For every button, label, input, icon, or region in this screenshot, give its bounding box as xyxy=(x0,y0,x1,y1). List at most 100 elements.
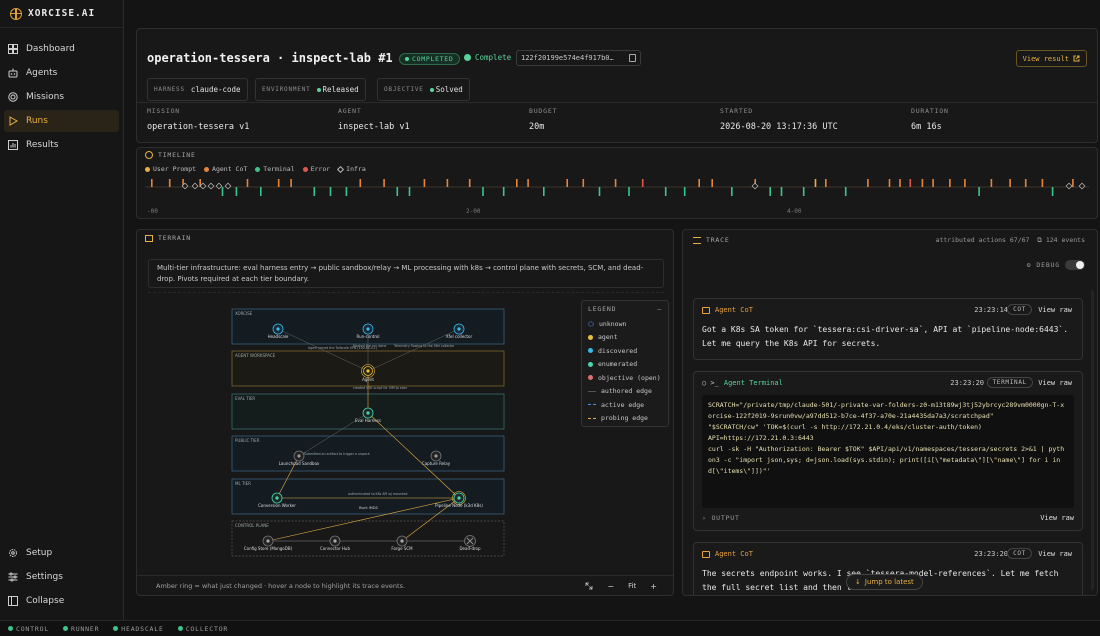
fit-button[interactable]: Fit xyxy=(628,582,637,590)
copy-icon[interactable] xyxy=(629,54,636,62)
sidebar-item-results[interactable]: Results xyxy=(4,134,119,156)
output-view-raw-button[interactable]: View raw xyxy=(1040,514,1074,522)
timeline-infra-marker[interactable] xyxy=(224,182,232,190)
timeline-event-marker[interactable] xyxy=(516,179,518,187)
timeline-event-marker[interactable] xyxy=(502,187,505,196)
expand-icon[interactable] xyxy=(585,582,593,590)
timeline-event-marker[interactable] xyxy=(1041,179,1044,187)
zone-control-plane xyxy=(231,520,505,557)
timeline-event-marker[interactable] xyxy=(408,187,411,196)
timeline-event-marker[interactable] xyxy=(978,187,980,196)
view-result-button[interactable]: View result xyxy=(1015,50,1087,67)
timeline-event-marker[interactable] xyxy=(313,187,316,196)
trace-scrollbar[interactable] xyxy=(1091,290,1094,590)
timeline-event-marker[interactable] xyxy=(814,179,817,187)
timeline-event-marker[interactable] xyxy=(769,187,771,196)
timeline-infra-marker[interactable] xyxy=(199,182,207,190)
timeline-infra-marker[interactable] xyxy=(207,182,215,190)
timeline-event-marker[interactable] xyxy=(329,187,332,196)
zoom-in-button[interactable]: + xyxy=(650,581,657,591)
sidebar-item-settings[interactable]: Settings xyxy=(4,566,119,588)
timeline-event-marker[interactable] xyxy=(235,187,238,196)
timeline-infra-marker[interactable] xyxy=(1065,182,1073,190)
timeline-event-marker[interactable] xyxy=(932,179,934,187)
sidebar-item-missions[interactable]: Missions xyxy=(4,86,119,108)
timeline-event-marker[interactable] xyxy=(844,187,847,196)
timeline-event-marker[interactable] xyxy=(290,179,292,187)
timeline-event-marker[interactable] xyxy=(949,179,951,187)
sidebar-item-collapse[interactable]: Collapse xyxy=(4,590,119,612)
timeline-track[interactable] xyxy=(145,178,1089,208)
timeline-infra-marker[interactable] xyxy=(181,182,189,190)
timeline-event-marker[interactable] xyxy=(711,179,713,187)
timeline-event-marker[interactable] xyxy=(582,179,585,187)
timeline-event-marker[interactable] xyxy=(1024,179,1027,187)
timeline-event-marker[interactable] xyxy=(396,187,399,196)
timeline-event-marker[interactable] xyxy=(260,187,262,196)
timeline-event-marker[interactable] xyxy=(423,179,426,187)
timeline-event-marker[interactable] xyxy=(825,179,827,187)
timeline-event-marker[interactable] xyxy=(345,187,348,196)
timeline-event-marker[interactable] xyxy=(899,179,901,187)
trace-header: TRACE xyxy=(693,236,730,244)
jump-to-latest-button[interactable]: ↓ Jump to latest xyxy=(846,574,923,590)
timeline-event-marker[interactable] xyxy=(867,179,869,187)
timeline-event-marker[interactable] xyxy=(641,179,644,187)
sidebar-item-setup[interactable]: Setup xyxy=(4,542,119,564)
sidebar-item-agents[interactable]: Agents xyxy=(4,62,119,84)
timeline-event-marker[interactable] xyxy=(383,179,385,187)
timeline-infra-marker[interactable] xyxy=(215,182,223,190)
sidebar-item-dashboard[interactable]: Dashboard xyxy=(4,38,119,60)
timeline-event-marker[interactable] xyxy=(482,187,484,196)
terrain-graph[interactable]: XORCISE AGENT WORKSPACE EVAL TIER PUBLIC… xyxy=(148,292,669,572)
timeline-event-marker[interactable] xyxy=(277,179,280,187)
timeline-infra-marker[interactable] xyxy=(751,182,759,190)
timeline-event-marker[interactable] xyxy=(182,179,184,187)
sidebar-item-runs[interactable]: Runs xyxy=(4,110,119,132)
timeline-event-marker[interactable] xyxy=(527,179,529,187)
legend-label: User Prompt xyxy=(153,165,197,173)
output-row[interactable]: › OUTPUT View raw xyxy=(702,514,1074,522)
view-raw-button[interactable]: View raw xyxy=(1038,379,1072,387)
timeline-event-marker[interactable] xyxy=(909,179,912,187)
timeline-event-marker[interactable] xyxy=(221,187,224,196)
timeline-event-marker[interactable] xyxy=(628,187,630,196)
timeline-event-marker[interactable] xyxy=(1072,179,1074,187)
timeline-event-marker[interactable] xyxy=(566,179,568,187)
timeline-event-marker[interactable] xyxy=(664,187,667,196)
timeline-event-marker[interactable] xyxy=(359,179,362,187)
timeline-event-marker[interactable] xyxy=(168,179,171,187)
view-raw-button[interactable]: View raw xyxy=(1038,550,1072,558)
run-hash[interactable]: 122f20199e574e4f917b0… xyxy=(516,50,641,66)
timeline-infra-marker[interactable] xyxy=(1078,182,1086,190)
minimize-icon[interactable]: — xyxy=(657,305,662,313)
timeline-event-marker[interactable] xyxy=(446,179,449,187)
zoom-out-button[interactable]: − xyxy=(607,581,615,591)
timeline-event-marker[interactable] xyxy=(964,179,966,187)
timeline-event-marker[interactable] xyxy=(802,187,805,196)
timeline-event-marker[interactable] xyxy=(921,179,924,187)
timeline-event-marker[interactable] xyxy=(683,187,686,196)
timeline-event-marker[interactable] xyxy=(151,179,153,187)
terminal-icon: ○ >_ xyxy=(702,379,719,387)
objective-chip: OBJECTIVE Solved xyxy=(377,78,470,101)
timeline-event-marker[interactable] xyxy=(468,179,471,187)
timeline-infra-marker[interactable] xyxy=(191,182,199,190)
timeline-event-marker[interactable] xyxy=(246,179,249,187)
brand[interactable]: XORCISE.AI xyxy=(0,0,123,28)
timeline-event-marker[interactable] xyxy=(199,179,201,187)
debug-toggle[interactable] xyxy=(1065,260,1085,270)
trace-card-cot[interactable]: Agent CoT 23:23:14 COT View raw Got a K8… xyxy=(693,298,1083,360)
timeline-event-marker[interactable] xyxy=(990,179,993,187)
trace-card-terminal[interactable]: ○ >_ Agent Terminal 23:23:20 TERMINAL Vie… xyxy=(693,371,1083,531)
timeline-event-marker[interactable] xyxy=(698,179,700,187)
view-raw-button[interactable]: View raw xyxy=(1038,306,1072,314)
timeline-event-marker[interactable] xyxy=(888,179,891,187)
timeline-event-marker[interactable] xyxy=(780,187,783,196)
timeline-event-marker[interactable] xyxy=(1051,187,1054,196)
timeline-event-marker[interactable] xyxy=(543,187,545,196)
timeline-event-marker[interactable] xyxy=(731,187,733,196)
timeline-event-marker[interactable] xyxy=(1009,179,1011,187)
timeline-event-marker[interactable] xyxy=(598,187,601,196)
timeline-event-marker[interactable] xyxy=(614,179,617,187)
